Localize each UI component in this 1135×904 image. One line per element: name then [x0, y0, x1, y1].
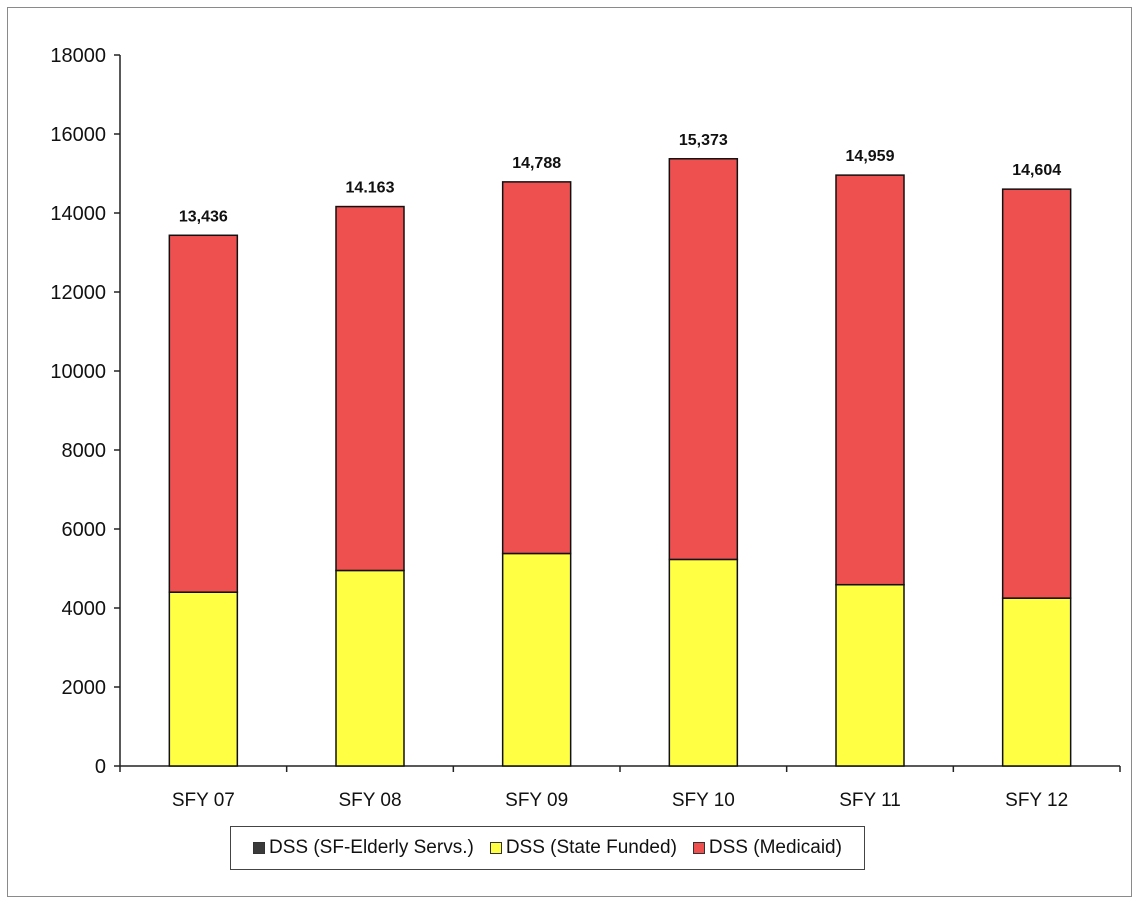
bar-total-label: 13,436 [179, 208, 228, 225]
y-tick-label: 2000 [62, 677, 107, 699]
bar-total-label: 14,788 [512, 155, 561, 172]
x-category-label: SFY 12 [1005, 790, 1068, 811]
bar-segment [501, 552, 572, 767]
legend-item-medicaid: DSS (Medicaid) [692, 837, 842, 859]
legend-swatch-medicaid [692, 842, 705, 854]
x-category-label: SFY 07 [172, 790, 235, 811]
legend-item-state-funded: DSS (State Funded) [489, 837, 677, 859]
bar-total-label: 14.163 [346, 180, 395, 197]
bar-total-label: 15,373 [679, 132, 728, 149]
legend-swatch-state-funded [489, 842, 502, 854]
bar-segment [335, 205, 405, 572]
bar-segment [168, 234, 239, 593]
legend-label-medicaid: DSS (Medicaid) [708, 837, 842, 858]
x-category-label: SFY 11 [839, 790, 901, 811]
bar-segment [1001, 597, 1072, 767]
y-tick-label: 6000 [62, 519, 107, 541]
bar-segment [668, 558, 739, 767]
axes: 0 2000 4000 6000 8000 10000 12000 14000 16000 180… [50, 45, 1121, 778]
y-tick-label: 16000 [50, 124, 106, 146]
bar-segment [668, 158, 739, 561]
stacked-bar-chart: 0 2000 4000 6000 8000 10000 12000 14000 16000 180… [50, 45, 1121, 811]
bars [168, 158, 1072, 767]
x-category-label: SFY 09 [505, 790, 568, 811]
y-tick-label: 4000 [62, 598, 107, 620]
y-tick-label: 18000 [50, 45, 106, 67]
bar-segment [501, 181, 572, 555]
bar-total-label: 14,959 [846, 148, 895, 165]
bar-segment [335, 569, 405, 767]
legend: DSS (SF-Elderly Servs.) DSS (State Funde… [230, 826, 865, 870]
legend-item-elderly: DSS (SF-Elderly Servs.) [253, 837, 474, 859]
y-tick-label: 14000 [50, 203, 106, 225]
bar-segment [1001, 188, 1072, 599]
legend-label-elderly: DSS (SF-Elderly Servs.) [269, 837, 474, 858]
bar-segment [835, 583, 905, 767]
legend-label-state-funded: DSS (State Funded) [505, 837, 677, 858]
x-category-label: SFY 10 [672, 790, 735, 811]
bar-segment [168, 591, 239, 767]
bar-segment [835, 174, 905, 586]
x-category-label: SFY 08 [338, 790, 401, 811]
legend-swatch-elderly [253, 842, 265, 854]
y-tick-label: 8000 [62, 440, 107, 462]
y-tick-label: 10000 [50, 361, 106, 383]
y-tick-label: 0 [95, 756, 106, 778]
chart-frame [7, 7, 1132, 897]
labels: SFY 07 13,436 SFY 08 14.163 SFY 09 14,788 SFY … [172, 132, 1068, 811]
bar-total-label: 14,604 [1012, 162, 1061, 179]
y-tick-label: 12000 [50, 282, 106, 304]
